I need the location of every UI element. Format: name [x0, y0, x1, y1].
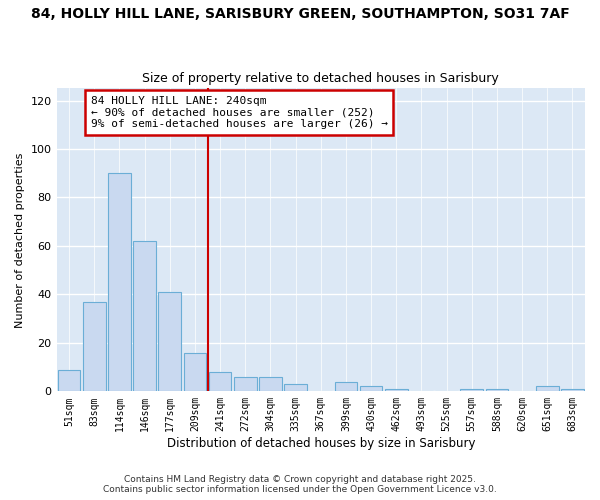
Text: 84 HOLLY HILL LANE: 240sqm
← 90% of detached houses are smaller (252)
9% of semi: 84 HOLLY HILL LANE: 240sqm ← 90% of deta… — [91, 96, 388, 129]
Bar — [209, 372, 232, 392]
Text: 84, HOLLY HILL LANE, SARISBURY GREEN, SOUTHAMPTON, SO31 7AF: 84, HOLLY HILL LANE, SARISBURY GREEN, SO… — [31, 8, 569, 22]
Bar — [234, 377, 257, 392]
Bar — [158, 292, 181, 392]
Bar — [259, 377, 282, 392]
Bar — [284, 384, 307, 392]
Bar — [83, 302, 106, 392]
Bar — [485, 389, 508, 392]
Bar — [385, 389, 407, 392]
Bar — [184, 352, 206, 392]
Bar — [536, 386, 559, 392]
X-axis label: Distribution of detached houses by size in Sarisbury: Distribution of detached houses by size … — [167, 437, 475, 450]
Bar — [108, 174, 131, 392]
Bar — [360, 386, 382, 392]
Y-axis label: Number of detached properties: Number of detached properties — [15, 152, 25, 328]
Title: Size of property relative to detached houses in Sarisbury: Size of property relative to detached ho… — [142, 72, 499, 85]
Text: Contains HM Land Registry data © Crown copyright and database right 2025.
Contai: Contains HM Land Registry data © Crown c… — [103, 475, 497, 494]
Bar — [460, 389, 483, 392]
Bar — [58, 370, 80, 392]
Bar — [335, 382, 357, 392]
Bar — [561, 389, 584, 392]
Bar — [133, 241, 156, 392]
